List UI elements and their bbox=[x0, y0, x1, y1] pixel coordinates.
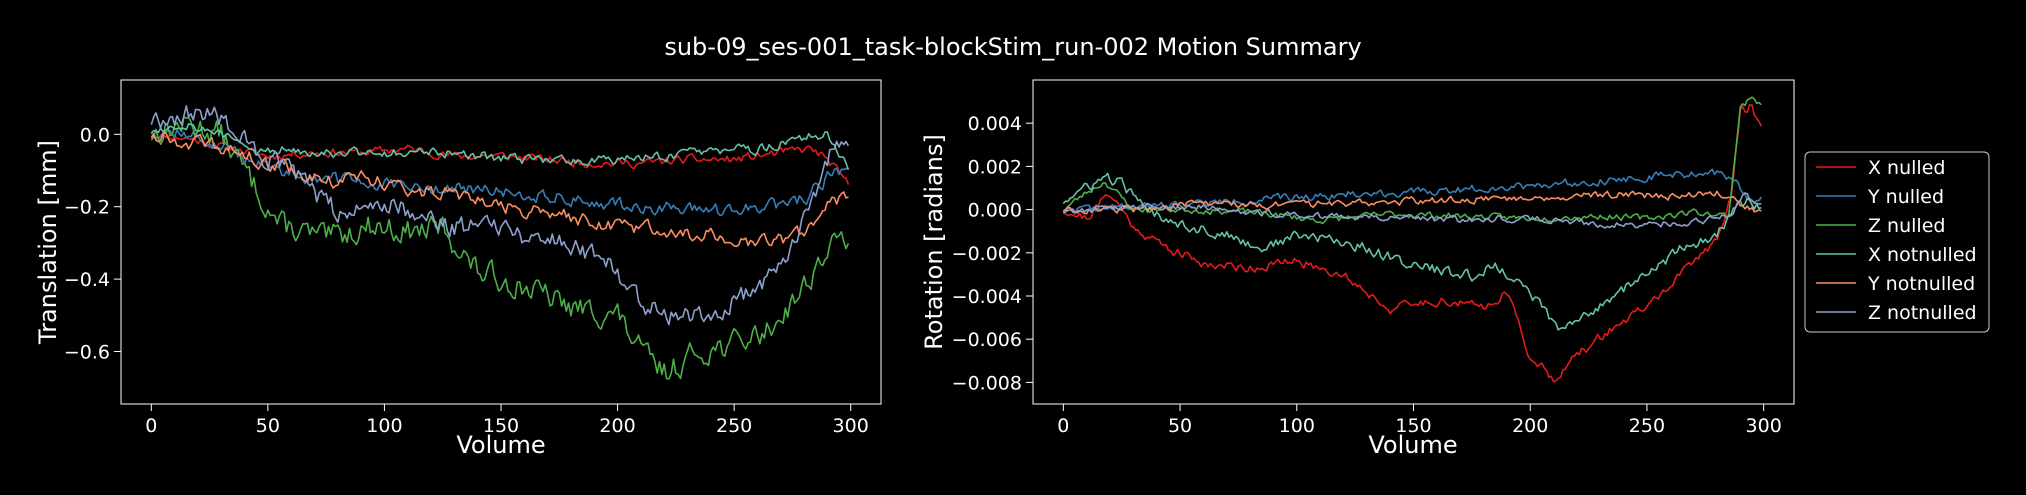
rotation-y-tick-label: −0.004 bbox=[952, 286, 1022, 308]
legend-frame bbox=[1804, 151, 1990, 333]
legend-label-y-notnulled: Y notnulled bbox=[1867, 273, 1975, 295]
rotation-line-y-nulled bbox=[1063, 168, 1762, 215]
translation-x-tick-label: 50 bbox=[256, 415, 280, 437]
rotation-plot-frame bbox=[1032, 79, 1795, 405]
translation-line-y-notnulled bbox=[150, 131, 849, 248]
rotation-line-x-nulled bbox=[1062, 104, 1763, 383]
translation-x-tick-label: 0 bbox=[145, 415, 157, 437]
legend-entries: X nulled Y nulled Z nulled X notnulled Y not… bbox=[1816, 157, 1977, 324]
rotation-y-tick-label: 0.004 bbox=[968, 113, 1022, 135]
rotation-x-tick-label: 50 bbox=[1168, 415, 1192, 437]
rotation-y-axis-label: Rotation [radians] bbox=[920, 134, 948, 350]
rotation-y-tick-label: 0.000 bbox=[968, 200, 1022, 222]
rotation-x-axis-label: Volume bbox=[1368, 431, 1457, 459]
rotation-x-tick-label: 0 bbox=[1057, 415, 1069, 437]
translation-line-z-nulled bbox=[150, 115, 850, 380]
rotation-y-tick-label: −0.008 bbox=[952, 372, 1022, 394]
figure-title: sub-09_ses-001_task-blockStim_run-002 Mo… bbox=[664, 33, 1361, 61]
translation-y-tick-label: 0.0 bbox=[80, 124, 110, 146]
rotation-series-lines bbox=[1062, 96, 1763, 383]
legend-label-y-nulled: Y nulled bbox=[1867, 186, 1944, 208]
translation-line-z-notnulled bbox=[150, 105, 850, 326]
translation-x-tick-label: 100 bbox=[366, 415, 402, 437]
translation-plot-frame bbox=[120, 79, 882, 405]
legend-label-z-notnulled: Z notnulled bbox=[1868, 302, 1977, 324]
legend-label-x-notnulled: X notnulled bbox=[1868, 244, 1977, 266]
translation-y-tick-label: −0.2 bbox=[64, 197, 110, 219]
rotation-x-tick-label: 100 bbox=[1279, 415, 1315, 437]
rotation-line-y-notnulled bbox=[1062, 190, 1762, 215]
translation-plot: 0 50 100 150 200 250 300 0.0 −0.2 −0.4 −0.6 Volume… bbox=[34, 79, 882, 459]
translation-y-tick-label: −0.4 bbox=[64, 269, 110, 291]
translation-line-x-notnulled bbox=[150, 123, 850, 171]
legend: X nulled Y nulled Z nulled X notnulled Y not… bbox=[1804, 151, 1990, 333]
translation-x-tick-label: 150 bbox=[483, 415, 519, 437]
rotation-x-tick-label: 150 bbox=[1395, 415, 1431, 437]
rotation-x-tick-label: 200 bbox=[1512, 415, 1548, 437]
rotation-x-tick-label: 300 bbox=[1746, 415, 1782, 437]
translation-x-axis-label: Volume bbox=[456, 431, 545, 459]
translation-x-tick-label: 250 bbox=[716, 415, 752, 437]
rotation-y-tick-label: 0.002 bbox=[968, 156, 1022, 178]
rotation-line-x-notnulled bbox=[1062, 172, 1762, 331]
translation-x-tick-label: 300 bbox=[833, 415, 869, 437]
rotation-y-tick-label: −0.006 bbox=[952, 329, 1022, 351]
translation-series-lines bbox=[150, 105, 850, 380]
legend-label-x-nulled: X nulled bbox=[1868, 157, 1945, 179]
rotation-line-z-notnulled bbox=[1062, 192, 1762, 229]
translation-x-tick-label: 200 bbox=[599, 415, 635, 437]
translation-axis-ticks: 0 50 100 150 200 250 300 0.0 −0.2 −0.4 −0.6 bbox=[64, 124, 869, 437]
rotation-x-tick-label: 250 bbox=[1629, 415, 1665, 437]
rotation-y-tick-label: −0.002 bbox=[952, 243, 1022, 265]
translation-y-axis-label: Translation [mm] bbox=[34, 140, 62, 345]
translation-line-x-nulled bbox=[151, 132, 850, 185]
rotation-plot: 0 50 100 150 200 250 300 0.004 0.002 0.000 −0.002 −… bbox=[920, 79, 1795, 459]
translation-y-tick-label: −0.6 bbox=[64, 342, 110, 364]
rotation-axis-ticks: 0 50 100 150 200 250 300 0.004 0.002 0.000 −0.002 −… bbox=[952, 113, 1782, 437]
legend-label-z-nulled: Z nulled bbox=[1868, 215, 1945, 237]
